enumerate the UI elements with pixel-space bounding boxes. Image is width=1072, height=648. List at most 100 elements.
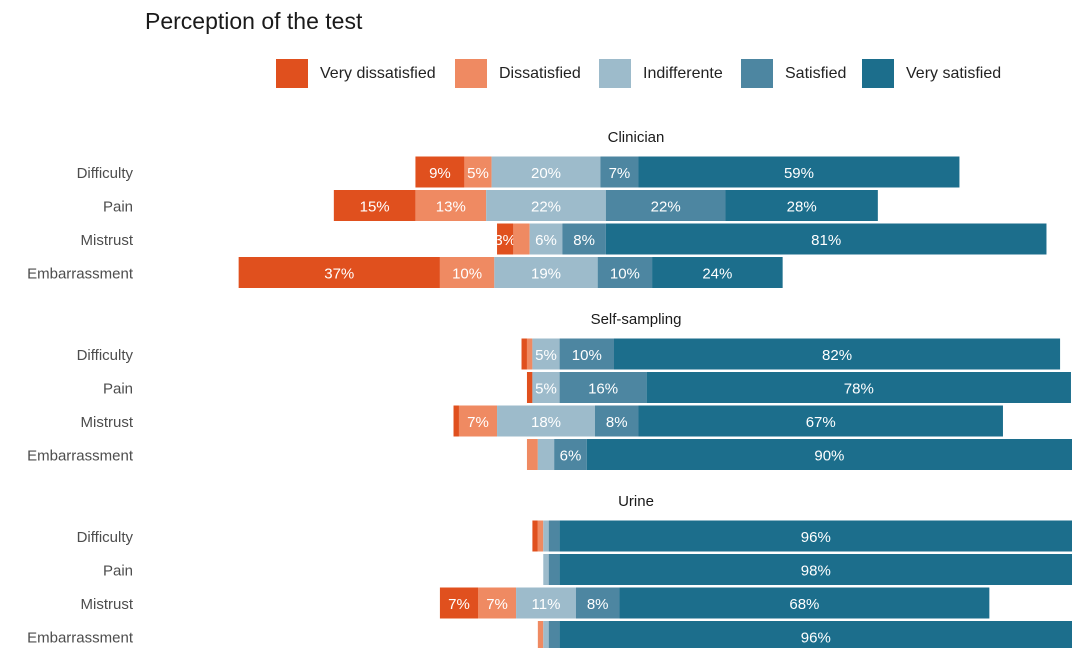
bar-self-sampling-difficulty-very-dissatisfied — [521, 338, 527, 370]
legend-swatch-very-satisfied — [862, 59, 894, 88]
bar-urine-pain-satisfied — [548, 554, 560, 585]
bar-self-sampling-mistrust-dissatisfied — [458, 405, 498, 437]
bar-urine-embarrassment-satisfied — [548, 621, 560, 648]
bar-self-sampling-embarrassment-very-satisfied — [586, 439, 1072, 470]
y-tick-label-mistrust: Mistrust — [81, 596, 134, 613]
y-tick-label-embarrassment: Embarrassment — [27, 266, 134, 283]
y-tick-label-mistrust: Mistrust — [81, 232, 134, 249]
data-label-clinician-pain-very-dissatisfied: 15% — [360, 199, 390, 216]
bar-urine-mistrust-dissatisfied — [478, 587, 517, 619]
y-tick-label-pain: Pain — [103, 563, 133, 580]
bar-urine-pain-indifferente — [543, 554, 549, 585]
data-label-clinician-difficulty-dissatisfied: 5% — [467, 165, 489, 182]
legend-label-satisfied: Satisfied — [785, 65, 847, 82]
bar-clinician-embarrassment-very-dissatisfied — [238, 257, 440, 288]
bar-clinician-mistrust-indifferente — [529, 223, 563, 255]
bar-self-sampling-pain-very-satisfied — [646, 372, 1071, 403]
data-label-urine-mistrust-indifferente: 11% — [532, 596, 561, 613]
bar-self-sampling-pain-indifferente — [532, 372, 560, 403]
data-label-urine-pain-very-satisfied: 98% — [801, 563, 831, 580]
panel-strip-clinician: Clinician — [608, 129, 665, 146]
data-label-self-sampling-mistrust-indifferente: 18% — [531, 414, 561, 431]
data-label-self-sampling-mistrust-satisfied: 8% — [606, 414, 628, 431]
bar-clinician-mistrust-satisfied — [562, 223, 606, 255]
data-label-clinician-embarrassment-very-satisfied: 24% — [702, 266, 732, 283]
data-label-urine-mistrust-satisfied: 8% — [587, 596, 609, 613]
y-tick-label-pain: Pain — [103, 199, 133, 216]
bar-clinician-embarrassment-very-satisfied — [652, 257, 783, 288]
bar-self-sampling-difficulty-satisfied — [559, 338, 614, 370]
data-label-clinician-difficulty-satisfied: 7% — [609, 165, 631, 182]
bar-clinician-embarrassment-indifferente — [494, 257, 598, 288]
bar-clinician-mistrust-dissatisfied — [513, 223, 530, 255]
bar-clinician-difficulty-dissatisfied — [464, 156, 492, 188]
data-label-clinician-pain-dissatisfied: 13% — [436, 199, 466, 216]
bar-urine-mistrust-very-dissatisfied — [439, 587, 478, 619]
data-label-self-sampling-difficulty-very-satisfied: 82% — [822, 347, 852, 364]
data-label-self-sampling-difficulty-satisfied: 10% — [572, 347, 602, 364]
y-tick-label-difficulty: Difficulty — [77, 529, 134, 546]
bar-self-sampling-difficulty-indifferente — [532, 338, 560, 370]
data-label-self-sampling-difficulty-indifferente: 5% — [535, 347, 557, 364]
bar-urine-embarrassment-very-satisfied — [559, 621, 1072, 648]
data-label-clinician-embarrassment-dissatisfied: 10% — [452, 266, 482, 283]
data-label-self-sampling-mistrust-very-satisfied: 67% — [806, 414, 836, 431]
data-label-clinician-difficulty-very-dissatisfied: 9% — [429, 165, 451, 182]
data-label-urine-mistrust-dissatisfied: 7% — [486, 596, 508, 613]
legend-swatch-dissatisfied — [455, 59, 487, 88]
y-tick-label-mistrust: Mistrust — [81, 414, 134, 431]
bar-urine-difficulty-indifferente — [543, 520, 549, 552]
data-label-clinician-mistrust-very-satisfied: 81% — [811, 232, 841, 249]
bar-self-sampling-mistrust-indifferente — [497, 405, 595, 437]
data-label-self-sampling-mistrust-dissatisfied: 7% — [467, 414, 489, 431]
bar-clinician-pain-dissatisfied — [415, 190, 487, 221]
bar-clinician-difficulty-indifferente — [491, 156, 601, 188]
data-label-self-sampling-pain-satisfied: 16% — [588, 381, 618, 398]
bar-urine-difficulty-satisfied — [548, 520, 560, 552]
y-tick-label-embarrassment: Embarrassment — [27, 630, 134, 647]
data-label-self-sampling-pain-very-satisfied: 78% — [844, 381, 874, 398]
bar-clinician-difficulty-satisfied — [600, 156, 639, 188]
bar-urine-mistrust-indifferente — [516, 587, 576, 619]
data-label-self-sampling-embarrassment-satisfied: 6% — [560, 448, 582, 465]
data-label-clinician-pain-satisfied: 22% — [651, 199, 681, 216]
data-label-clinician-mistrust-satisfied: 8% — [573, 232, 595, 249]
legend-label-dissatisfied: Dissatisfied — [499, 65, 581, 82]
y-tick-label-difficulty: Difficulty — [77, 165, 134, 182]
bar-self-sampling-pain-satisfied — [559, 372, 647, 403]
legend-swatch-very-dissatisfied — [276, 59, 308, 88]
bar-urine-embarrassment-dissatisfied — [537, 621, 544, 648]
data-label-clinician-embarrassment-very-dissatisfied: 37% — [324, 266, 354, 283]
bar-self-sampling-mistrust-very-satisfied — [638, 405, 1003, 437]
chart-title: Perception of the test — [145, 8, 363, 34]
bar-self-sampling-pain-very-dissatisfied — [526, 372, 533, 403]
bar-self-sampling-embarrassment-indifferente — [537, 439, 555, 470]
bar-clinician-mistrust-very-dissatisfied — [497, 223, 514, 255]
data-label-urine-embarrassment-very-satisfied: 96% — [801, 630, 831, 647]
data-label-self-sampling-embarrassment-very-satisfied: 90% — [814, 448, 844, 465]
bar-clinician-pain-very-satisfied — [725, 190, 878, 221]
data-label-clinician-embarrassment-satisfied: 10% — [610, 266, 640, 283]
data-label-clinician-mistrust-very-dissatisfied: 3% — [494, 232, 516, 249]
data-label-urine-mistrust-very-dissatisfied: 7% — [448, 596, 470, 613]
data-label-urine-difficulty-very-satisfied: 96% — [801, 529, 831, 546]
data-label-clinician-embarrassment-indifferente: 19% — [531, 266, 561, 283]
legend-label-indifferente: Indifferente — [643, 65, 723, 82]
bar-clinician-pain-indifferente — [486, 190, 606, 221]
y-tick-label-pain: Pain — [103, 381, 133, 398]
data-label-clinician-pain-indifferente: 22% — [531, 199, 561, 216]
data-label-clinician-mistrust-indifferente: 6% — [535, 232, 557, 249]
bar-self-sampling-embarrassment-satisfied — [554, 439, 587, 470]
bar-clinician-embarrassment-satisfied — [597, 257, 653, 288]
data-label-clinician-difficulty-very-satisfied: 59% — [784, 165, 814, 182]
bar-self-sampling-difficulty-dissatisfied — [526, 338, 533, 370]
bar-urine-mistrust-very-satisfied — [619, 587, 990, 619]
legend-label-very-satisfied: Very satisfied — [906, 65, 1002, 82]
data-label-self-sampling-pain-indifferente: 5% — [535, 381, 557, 398]
bar-self-sampling-difficulty-very-satisfied — [614, 338, 1061, 370]
data-label-clinician-pain-very-satisfied: 28% — [787, 199, 817, 216]
bar-self-sampling-mistrust-very-dissatisfied — [453, 405, 459, 437]
bar-clinician-pain-satisfied — [605, 190, 726, 221]
bar-urine-difficulty-dissatisfied — [537, 520, 544, 552]
